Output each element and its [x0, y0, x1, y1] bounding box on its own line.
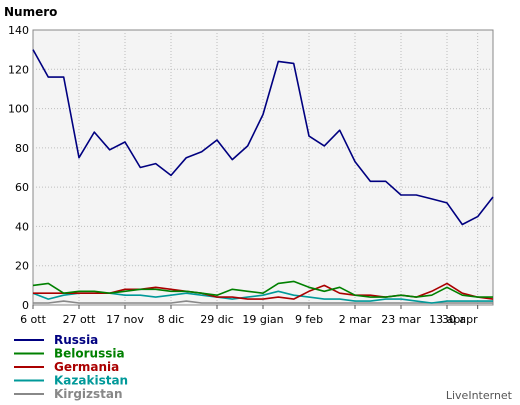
x-tick-label: 30 apr	[442, 313, 478, 326]
series-line-kirgizstan	[33, 300, 493, 304]
y-tick-label: 80	[15, 142, 29, 155]
y-tick-label: 140	[8, 24, 29, 37]
y-tick-label: 20	[15, 260, 29, 273]
legend-label-kirgizstan: Kirgizstan	[54, 387, 123, 401]
series-line-russia	[32, 49, 494, 226]
legend-label-germania: Germania	[54, 360, 119, 374]
y-tick-label: 100	[8, 103, 29, 116]
x-tick-label: 29 dic	[200, 313, 234, 326]
x-tick-label: 17 nov	[106, 313, 144, 326]
x-tick-label: 8 dic	[158, 313, 185, 326]
series-line-belorussia	[32, 280, 493, 298]
x-tick-label: 9 feb	[295, 313, 323, 326]
y-tick-label: 0	[22, 299, 29, 312]
legend-label-russia: Russia	[54, 333, 98, 347]
legend: RussiaBelorussiaGermaniaKazakistanKirgiz…	[14, 333, 128, 401]
y-tick-label: 120	[8, 63, 29, 76]
series-lines	[32, 49, 494, 304]
x-tick-label: 13 apr	[429, 313, 465, 326]
y-tick-label: 40	[15, 220, 29, 233]
x-tick-label: 23 mar	[381, 313, 421, 326]
y-axis-label: Numero	[4, 5, 57, 19]
brand-label: LiveInternet	[446, 389, 513, 402]
y-tick-label: 60	[15, 181, 29, 194]
legend-label-kazakistan: Kazakistan	[54, 374, 128, 388]
axis-ticks: 0 20 40 60 80 100 120 140 6 ott 27 ott 17 nov 8 dic…	[8, 24, 479, 326]
x-tick-label: 2 mar	[339, 313, 372, 326]
x-tick-label: 19 gian	[242, 313, 283, 326]
x-tick-label: 27 ott	[63, 313, 97, 326]
x-tick-label: 6 ott	[20, 313, 47, 326]
legend-label-belorussia: Belorussia	[54, 347, 125, 361]
grid	[33, 30, 493, 305]
plot-background	[32, 29, 494, 306]
